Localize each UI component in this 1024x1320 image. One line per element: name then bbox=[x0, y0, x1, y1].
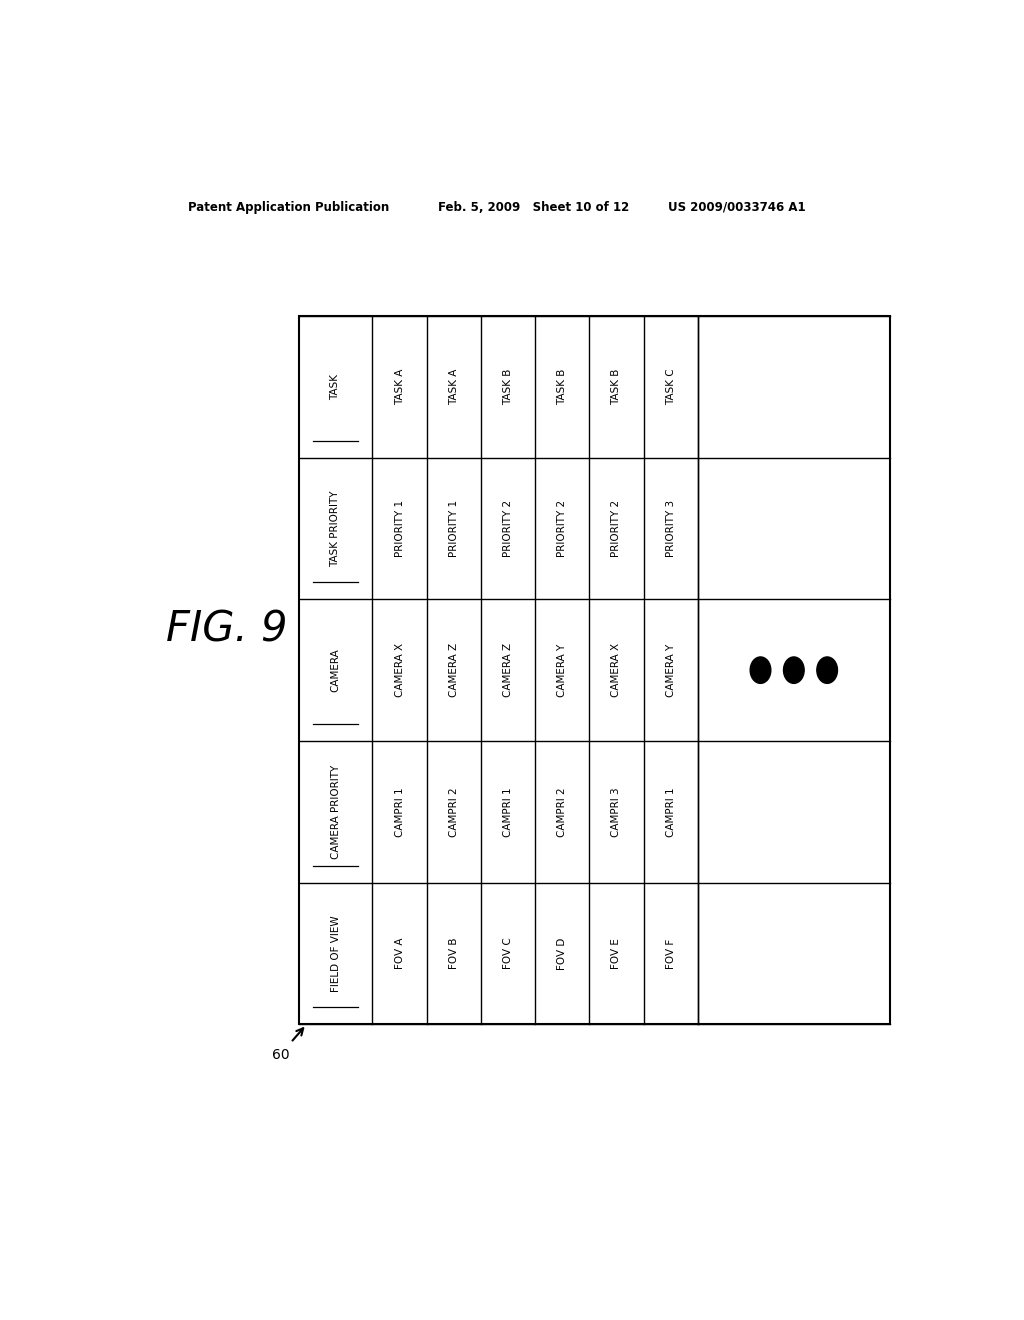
Text: PRIORITY 1: PRIORITY 1 bbox=[394, 500, 404, 557]
Text: FOV C: FOV C bbox=[503, 937, 513, 969]
Text: FOV F: FOV F bbox=[666, 939, 676, 969]
Text: PRIORITY 1: PRIORITY 1 bbox=[449, 500, 459, 557]
Text: CAMPRI 1: CAMPRI 1 bbox=[394, 787, 404, 837]
Text: PRIORITY 2: PRIORITY 2 bbox=[557, 500, 567, 557]
Text: CAMPRI 1: CAMPRI 1 bbox=[503, 787, 513, 837]
Text: Feb. 5, 2009   Sheet 10 of 12: Feb. 5, 2009 Sheet 10 of 12 bbox=[437, 201, 629, 214]
Text: TASK: TASK bbox=[331, 374, 341, 400]
Text: TASK B: TASK B bbox=[611, 368, 622, 405]
Text: FOV E: FOV E bbox=[611, 939, 622, 969]
Text: FOV A: FOV A bbox=[394, 937, 404, 969]
Text: CAMERA PRIORITY: CAMERA PRIORITY bbox=[331, 764, 341, 859]
Text: CAMERA X: CAMERA X bbox=[394, 643, 404, 697]
Text: TASK B: TASK B bbox=[503, 368, 513, 405]
Text: CAMERA Z: CAMERA Z bbox=[503, 643, 513, 697]
Text: TASK PRIORITY: TASK PRIORITY bbox=[331, 490, 341, 566]
Circle shape bbox=[817, 657, 838, 684]
Text: CAMPRI 1: CAMPRI 1 bbox=[666, 787, 676, 837]
Text: 60: 60 bbox=[271, 1048, 289, 1061]
Text: CAMPRI 2: CAMPRI 2 bbox=[557, 787, 567, 837]
Text: US 2009/0033746 A1: US 2009/0033746 A1 bbox=[668, 201, 805, 214]
Text: CAMERA Y: CAMERA Y bbox=[557, 644, 567, 697]
Text: FIG. 9: FIG. 9 bbox=[167, 609, 288, 651]
Circle shape bbox=[751, 657, 771, 684]
Text: PRIORITY 2: PRIORITY 2 bbox=[503, 500, 513, 557]
Text: CAMERA Y: CAMERA Y bbox=[666, 644, 676, 697]
Text: CAMERA Z: CAMERA Z bbox=[449, 643, 459, 697]
Text: CAMPRI 3: CAMPRI 3 bbox=[611, 787, 622, 837]
Text: Patent Application Publication: Patent Application Publication bbox=[187, 201, 389, 214]
Text: CAMERA: CAMERA bbox=[331, 648, 341, 692]
Text: FIELD OF VIEW: FIELD OF VIEW bbox=[331, 915, 341, 991]
Text: FOV D: FOV D bbox=[557, 937, 567, 970]
Text: TASK A: TASK A bbox=[394, 368, 404, 405]
Text: TASK C: TASK C bbox=[666, 368, 676, 405]
Text: TASK A: TASK A bbox=[449, 368, 459, 405]
Text: TASK B: TASK B bbox=[557, 368, 567, 405]
Text: PRIORITY 2: PRIORITY 2 bbox=[611, 500, 622, 557]
Text: CAMERA X: CAMERA X bbox=[611, 643, 622, 697]
Circle shape bbox=[783, 657, 804, 684]
Bar bbox=[299, 315, 890, 1024]
Text: FOV B: FOV B bbox=[449, 937, 459, 969]
Text: CAMPRI 2: CAMPRI 2 bbox=[449, 787, 459, 837]
Text: PRIORITY 3: PRIORITY 3 bbox=[666, 500, 676, 557]
